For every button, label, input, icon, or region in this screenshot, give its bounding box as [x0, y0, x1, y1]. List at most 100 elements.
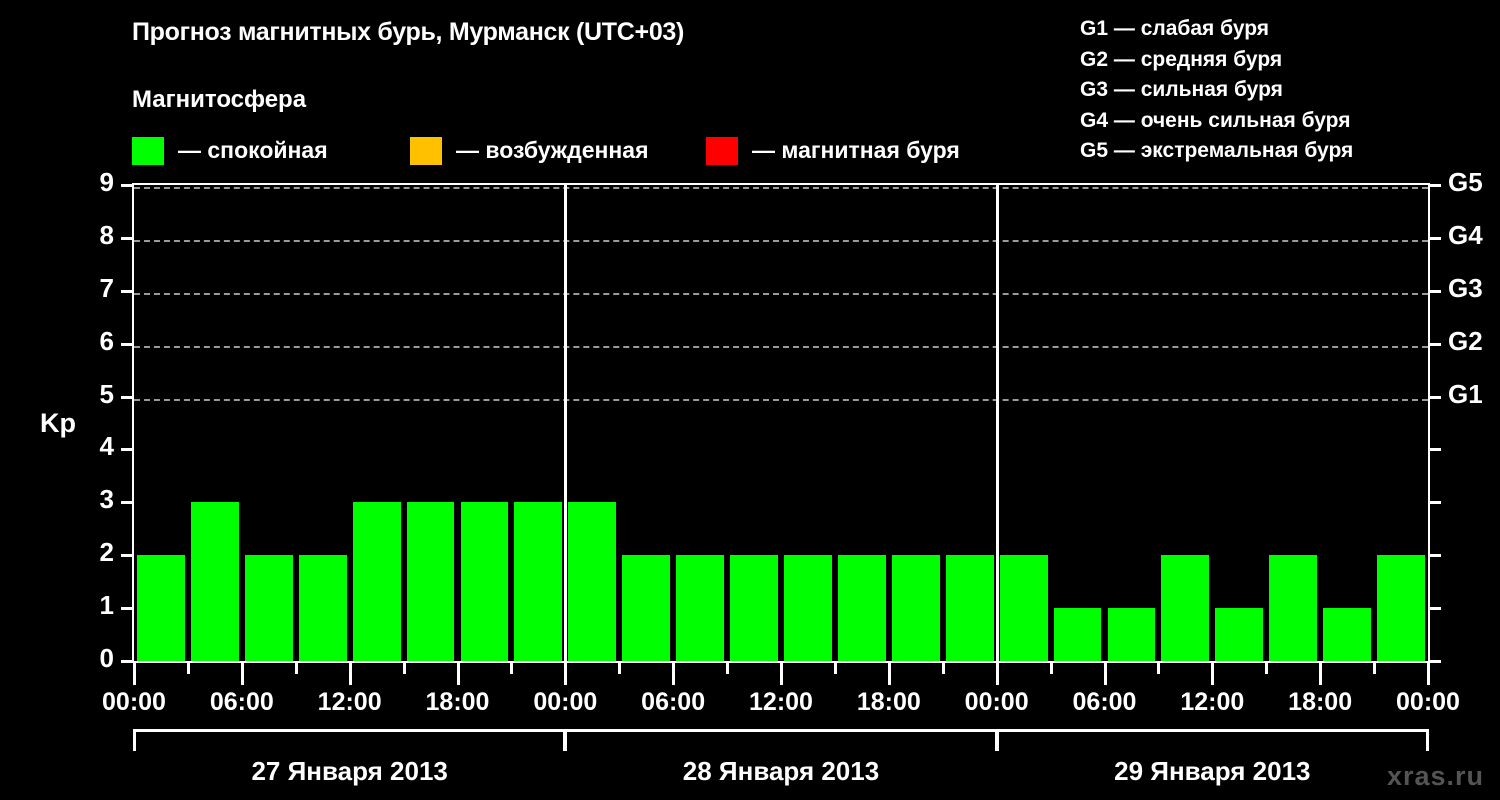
x-axis-major-tick	[672, 663, 676, 685]
y-axis-tick-label: 2	[99, 537, 114, 568]
day-label: 28 Января 2013	[682, 756, 880, 786]
day-bracket-tick-left	[133, 729, 136, 751]
y-axis-title: Kp	[40, 408, 76, 438]
x-axis-minor-tick	[510, 663, 514, 674]
day-bracket-line	[133, 729, 567, 732]
x-axis-minor-tick	[1049, 663, 1053, 674]
y-axis-tick-label: 0	[99, 643, 114, 673]
storm-scale-code: G2	[1080, 47, 1109, 71]
legend-color-swatch	[410, 137, 442, 165]
right-axis-tick-mark	[1430, 289, 1441, 293]
x-axis-major-tick	[1211, 663, 1215, 685]
x-axis-minor-tick	[294, 663, 298, 674]
x-axis-minor-tick	[1373, 663, 1377, 674]
y-axis-tick-mark	[121, 607, 132, 611]
y-axis-tick-mark	[121, 660, 132, 663]
bar	[676, 555, 725, 661]
right-axis-tick-mark	[1430, 554, 1441, 558]
y-axis-tick-label: 9	[99, 167, 114, 197]
right-axis-g-label: G5	[1448, 167, 1483, 197]
x-axis-minor-tick	[186, 663, 190, 674]
gridline	[134, 187, 1428, 189]
y-axis-tick-mark	[121, 395, 132, 399]
x-axis-major-tick	[348, 663, 352, 685]
gridline	[134, 398, 1428, 401]
y-axis-tick-label: 5	[99, 378, 114, 409]
bar	[999, 555, 1048, 661]
bar	[568, 502, 617, 661]
y-axis-tick-mark	[121, 289, 132, 293]
right-axis-g-label: G3	[1448, 272, 1483, 303]
bar	[1107, 608, 1156, 661]
bar	[298, 555, 347, 661]
storm-scale-row: G1 — слабая буря	[1080, 14, 1353, 45]
page-title: Прогноз магнитных бурь, Мурманск (UTC+03…	[132, 18, 685, 46]
x-axis-tick-label: 00:00	[964, 688, 1029, 716]
storm-scale-row: G4 — очень сильная буря	[1080, 106, 1353, 137]
y-axis-tick-mark	[121, 236, 132, 240]
x-axis-major-tick	[240, 663, 244, 685]
day-bracket-tick-left	[995, 729, 999, 751]
bar	[1323, 608, 1372, 661]
x-axis-major-tick	[887, 663, 891, 685]
bar	[622, 555, 671, 661]
x-axis-tick-label: 12:00	[317, 688, 382, 716]
y-axis-tick-mark	[121, 501, 132, 505]
legend-item-label: — возбужденная	[456, 137, 649, 163]
storm-scale-dash: —	[1108, 47, 1141, 71]
storm-scale-description: сильная буря	[1140, 78, 1283, 101]
bar	[730, 555, 778, 661]
storm-scale-description: очень сильная буря	[1140, 108, 1351, 132]
x-axis-minor-tick	[833, 663, 837, 674]
x-axis-minor-tick	[618, 663, 622, 674]
bar	[891, 555, 940, 661]
x-axis-tick-label: 00:00	[1396, 688, 1460, 716]
x-axis-major-tick	[133, 663, 136, 685]
legend-item-label: — магнитная буря	[752, 137, 960, 163]
right-axis-tick-mark	[1430, 448, 1441, 452]
right-axis-tick-mark	[1430, 395, 1441, 399]
storm-scale-dash: —	[1108, 108, 1141, 132]
y-axis-tick-label: 4	[99, 431, 114, 462]
storm-scale-row: G5 — экстремальная буря	[1080, 136, 1353, 167]
legend-item-label: — спокойная	[178, 137, 328, 163]
bar-series	[134, 185, 1428, 661]
x-axis-major-tick	[780, 663, 783, 685]
day-separator-line	[564, 185, 568, 661]
bar	[190, 502, 239, 661]
storm-scale-code: G5	[1080, 139, 1109, 162]
bar	[837, 555, 886, 661]
y-axis-tick-mark	[121, 342, 132, 346]
right-axis-tick-mark	[1430, 236, 1441, 240]
right-axis-tick-mark	[1430, 607, 1441, 611]
storm-scale-dash: —	[1108, 139, 1141, 162]
x-axis-tick-label: 06:00	[641, 688, 706, 716]
x-axis-major-tick	[1427, 663, 1430, 685]
x-axis-tick-label: 12:00	[749, 688, 813, 716]
y-axis-tick-label: 8	[99, 219, 114, 250]
storm-scale-row: G2 — средняя буря	[1080, 45, 1353, 76]
x-axis-minor-tick	[1265, 663, 1269, 674]
storm-scale-description: слабая буря	[1140, 17, 1270, 40]
x-axis-minor-tick	[941, 663, 945, 674]
right-axis-g-label: G4	[1448, 219, 1483, 250]
x-axis-tick-label: 00:00	[533, 688, 598, 716]
x-axis-tick-label: 06:00	[209, 688, 274, 716]
right-axis-tick-mark	[1430, 501, 1441, 505]
x-axis-minor-tick	[726, 663, 730, 674]
x-axis-tick-label: 18:00	[425, 688, 490, 716]
right-axis-tick-mark	[1430, 342, 1441, 346]
x-axis-minor-tick	[1157, 663, 1161, 674]
day-bracket	[995, 729, 1429, 751]
y-axis-tick-mark	[121, 184, 132, 187]
magnetosphere-heading: Магнитосфера	[132, 86, 307, 113]
day-bracket-tick-left	[564, 729, 568, 751]
y-axis-tick-label: 6	[99, 325, 114, 356]
bar	[137, 555, 185, 661]
bar	[1053, 608, 1102, 661]
legend-color-swatch	[706, 137, 738, 165]
x-axis-tick-label: 00:00	[102, 688, 166, 716]
storm-scale-code: G4	[1080, 108, 1109, 132]
watermark: xras.ru	[1386, 761, 1484, 791]
day-label: 29 Января 2013	[1114, 756, 1311, 786]
